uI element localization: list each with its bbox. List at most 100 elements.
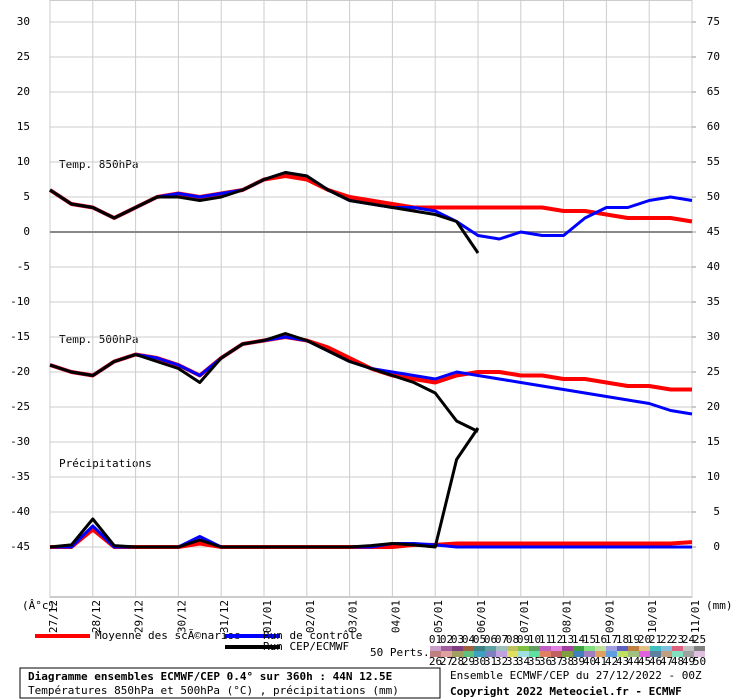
- y2-tick-label: 15: [707, 435, 720, 448]
- y2-tick-label: 75: [707, 15, 720, 28]
- panel-label: Temp. 850hPa: [59, 158, 138, 171]
- x-tick-label: 07/01: [518, 600, 531, 633]
- y2-tick-label: 45: [707, 225, 720, 238]
- perturbation-swatch: [463, 651, 474, 657]
- perturbation-swatch: [562, 651, 573, 657]
- perturbation-label: 46: [649, 655, 662, 668]
- perturbation-label: 43: [616, 655, 629, 668]
- perturbation-swatch: [595, 646, 606, 652]
- perturbation-label: 38: [561, 655, 574, 668]
- perturbation-label: 24: [682, 633, 696, 646]
- legend-label: Moyenne des scÃ©narios: [95, 629, 241, 642]
- perturbation-label: 35: [528, 655, 541, 668]
- perturbation-label: 25: [693, 633, 706, 646]
- panel-label: Temp. 500hPa: [59, 333, 138, 346]
- perturbation-swatch: [573, 646, 584, 652]
- y-tick-label: -25: [10, 400, 30, 413]
- perturbation-label: 42: [605, 655, 618, 668]
- perturbation-swatch: [606, 646, 617, 652]
- perturbation-label: 27: [440, 655, 453, 668]
- y-tick-label: 5: [23, 190, 30, 203]
- y2-tick-label: 25: [707, 365, 720, 378]
- perturbation-swatch: [650, 646, 661, 652]
- y2-tick-label: 5: [713, 505, 720, 518]
- y-tick-label: -15: [10, 330, 30, 343]
- perturbation-swatch: [452, 651, 463, 657]
- perturbation-swatch: [562, 646, 573, 652]
- perturbation-label: 15: [583, 633, 596, 646]
- y-tick-label: 0: [23, 225, 30, 238]
- perturbation-label: 39: [572, 655, 585, 668]
- perturbation-swatch: [595, 651, 606, 657]
- perturbation-swatch: [540, 651, 551, 657]
- perturbation-label: 41: [594, 655, 607, 668]
- legend-label: Run de contrôle: [263, 629, 362, 642]
- y2-tick-label: 40: [707, 260, 720, 273]
- perturbation-swatch: [518, 651, 529, 657]
- perturbation-label: 47: [660, 655, 673, 668]
- x-tick-label: 02/01: [304, 600, 317, 633]
- perturbation-swatch: [474, 651, 485, 657]
- perturbation-label: 04: [462, 633, 476, 646]
- perturbation-label: 11: [539, 633, 552, 646]
- perturbation-label: 09: [517, 633, 530, 646]
- perturbation-swatch: [683, 646, 694, 652]
- perturbation-swatch: [430, 646, 441, 652]
- perturbation-swatch: [573, 651, 584, 657]
- perturbation-label: 21: [649, 633, 662, 646]
- y-tick-label: 15: [17, 120, 30, 133]
- perturbation-swatch: [650, 651, 661, 657]
- y-tick-label: 25: [17, 50, 30, 63]
- perturbation-swatch: [441, 646, 452, 652]
- copyright: Copyright 2022 Meteociel.fr - ECMWF: [450, 685, 682, 698]
- perturbation-swatch: [452, 646, 463, 652]
- x-tick-label: 29/12: [133, 600, 146, 633]
- perturbation-label: 31: [484, 655, 497, 668]
- perturbation-swatch: [529, 651, 540, 657]
- y-axis-label: (Â°c): [22, 599, 55, 612]
- y-tick-label: 10: [17, 155, 30, 168]
- perturbation-label: 06: [484, 633, 497, 646]
- x-tick-label: 31/12: [218, 600, 231, 633]
- perturbation-swatch: [463, 646, 474, 652]
- perturbation-label: 50: [693, 655, 706, 668]
- y-tick-label: 30: [17, 15, 30, 28]
- perturbation-swatch: [628, 651, 639, 657]
- perturbation-label: 10: [528, 633, 541, 646]
- perturbation-label: 05: [473, 633, 486, 646]
- perturbation-swatch: [672, 651, 683, 657]
- perturbation-label: 32: [495, 655, 508, 668]
- y-tick-label: -5: [17, 260, 30, 273]
- perturbation-label: 48: [671, 655, 684, 668]
- y2-axis-label: (mm): [706, 599, 733, 612]
- perturbation-swatch: [639, 646, 650, 652]
- x-tick-label: 11/01: [689, 600, 702, 633]
- y-tick-label: -10: [10, 295, 30, 308]
- perturbation-label: 07: [495, 633, 508, 646]
- perturbation-label: 08: [506, 633, 519, 646]
- perturbation-label: 19: [627, 633, 640, 646]
- y2-tick-label: 10: [707, 470, 720, 483]
- y2-tick-label: 60: [707, 120, 720, 133]
- perturbation-swatch: [606, 651, 617, 657]
- perturbation-swatch: [496, 646, 507, 652]
- perturbation-swatch: [551, 646, 562, 652]
- perturbation-label: 02: [440, 633, 453, 646]
- perturbation-swatch: [617, 651, 628, 657]
- perturbation-label: 34: [517, 655, 531, 668]
- perturbation-swatch: [474, 646, 485, 652]
- perturbation-swatch: [694, 651, 705, 657]
- perturbation-swatch: [617, 646, 628, 652]
- legend-label: Run CEP/ECMWF: [263, 640, 349, 653]
- perturbation-swatch: [485, 646, 496, 652]
- perturbation-label: 44: [627, 655, 641, 668]
- perturbation-label: 13: [561, 633, 574, 646]
- perturbation-swatch: [551, 651, 562, 657]
- y-tick-label: -20: [10, 365, 30, 378]
- perturbation-label: 03: [451, 633, 464, 646]
- y2-tick-label: 20: [707, 400, 720, 413]
- perturbation-label: 12: [550, 633, 563, 646]
- y2-tick-label: 55: [707, 155, 720, 168]
- plot-area: [49, 0, 693, 598]
